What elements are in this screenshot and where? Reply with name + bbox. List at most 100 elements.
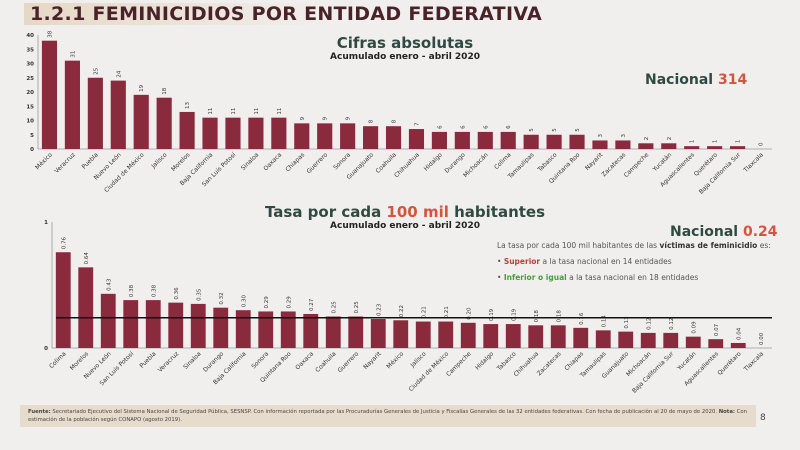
x-tick-label: México bbox=[385, 350, 405, 370]
data-label: 0.43 bbox=[106, 278, 112, 291]
x-tick-label: Puebla bbox=[81, 151, 100, 170]
x-tick-label: Colima bbox=[48, 350, 68, 370]
data-label: 5 bbox=[575, 128, 581, 132]
data-label: 31 bbox=[70, 51, 76, 58]
x-tick-label: Chiapas bbox=[284, 151, 306, 173]
data-label: 11 bbox=[254, 108, 260, 115]
bar bbox=[708, 339, 724, 348]
x-tick-label: Oaxaca bbox=[294, 350, 315, 371]
bar bbox=[363, 126, 379, 149]
bar bbox=[483, 324, 499, 348]
data-label: 0.32 bbox=[219, 292, 225, 304]
bar bbox=[638, 143, 654, 149]
x-tick-label: Veracruz bbox=[157, 350, 180, 373]
data-label: 9 bbox=[346, 116, 352, 120]
y-tick-label: 40 bbox=[26, 33, 34, 39]
bar bbox=[415, 321, 431, 348]
bar bbox=[202, 117, 218, 149]
data-label: 0.29 bbox=[286, 296, 292, 309]
data-label: 2 bbox=[667, 137, 673, 141]
y-tick-label: 15 bbox=[26, 104, 34, 110]
data-label: 0.14 bbox=[601, 315, 607, 328]
note-bullet1: a la tasa nacional en 14 entidades bbox=[540, 257, 672, 266]
x-tick-label: Jalisco bbox=[150, 151, 169, 170]
bar bbox=[546, 134, 562, 149]
bar bbox=[294, 123, 310, 149]
data-label: 0.04 bbox=[736, 327, 742, 340]
data-label: 0.64 bbox=[84, 252, 90, 265]
chart2-title-c: habitantes bbox=[448, 203, 546, 221]
data-label: 0.19 bbox=[489, 308, 495, 321]
bar bbox=[87, 77, 103, 149]
bar bbox=[168, 302, 184, 348]
data-label: 38 bbox=[47, 30, 53, 37]
bar bbox=[438, 321, 454, 348]
data-label: 9 bbox=[300, 116, 306, 120]
bar bbox=[730, 146, 746, 149]
x-tick-label: Sonora bbox=[332, 151, 352, 171]
bar bbox=[385, 126, 402, 149]
data-label: 11 bbox=[231, 108, 237, 115]
bar bbox=[78, 267, 94, 348]
data-label: 0.21 bbox=[444, 306, 450, 318]
x-tick-label: Morelos bbox=[69, 350, 90, 371]
bar bbox=[41, 40, 58, 150]
x-tick-label: Durango bbox=[444, 151, 467, 174]
bar bbox=[684, 146, 700, 149]
x-tick-label: Querétaro bbox=[716, 350, 743, 377]
data-label: 0.19 bbox=[511, 308, 517, 321]
bar bbox=[460, 322, 476, 348]
data-label: 0.27 bbox=[309, 298, 315, 311]
rate-note: La tasa por cada 100 mil habitantes de l… bbox=[497, 241, 771, 282]
y-tick-label: 0 bbox=[44, 346, 48, 352]
nota-label: Nota: bbox=[718, 409, 736, 415]
x-tick-label: Tabasco bbox=[495, 350, 518, 373]
data-label: 0.30 bbox=[241, 294, 247, 307]
x-tick-label: Baja California Sur bbox=[698, 151, 743, 196]
x-tick-label: Guerrero bbox=[336, 350, 360, 374]
data-label: 25 bbox=[93, 67, 99, 74]
data-label: 0.18 bbox=[556, 310, 562, 323]
chart1-subtitle: Acumulado enero - abril 2020 bbox=[330, 52, 480, 62]
national-value: 314 bbox=[717, 72, 748, 88]
note-inferior: Inferior o igual bbox=[503, 273, 567, 282]
bar bbox=[640, 332, 656, 348]
bar bbox=[528, 325, 544, 348]
x-tick-label: Sinaloa bbox=[182, 350, 203, 371]
page-title: 1.2.1 FEMINICIDIOS POR ENTIDAD FEDERATIV… bbox=[24, 3, 549, 25]
bar bbox=[235, 310, 251, 348]
data-label: 0.22 bbox=[399, 305, 405, 317]
bar bbox=[393, 320, 409, 348]
chart1-title: Cifras absolutas bbox=[336, 34, 474, 52]
bar bbox=[615, 140, 631, 149]
bar bbox=[213, 307, 229, 348]
bar bbox=[431, 131, 447, 149]
x-tick-label: Guerrero bbox=[305, 151, 329, 175]
x-tick-label: Coahuila bbox=[314, 350, 338, 374]
x-tick-label: México bbox=[34, 151, 54, 171]
data-label: 7 bbox=[414, 122, 420, 126]
data-label: 0.09 bbox=[691, 321, 697, 334]
bar bbox=[477, 131, 493, 149]
national-label: Nacional bbox=[645, 72, 714, 88]
data-label: 11 bbox=[277, 108, 283, 115]
data-label: 6 bbox=[506, 125, 512, 129]
bar bbox=[569, 134, 585, 149]
data-label: 0.35 bbox=[196, 288, 202, 301]
data-label: 0.76 bbox=[61, 236, 67, 249]
x-tick-label: Oaxaca bbox=[262, 151, 283, 172]
data-label: 0.38 bbox=[129, 284, 135, 297]
bar bbox=[325, 316, 341, 348]
data-label: 0.20 bbox=[466, 307, 472, 320]
data-label: 0.12 bbox=[646, 318, 652, 330]
x-tick-label: Coahuila bbox=[375, 151, 399, 175]
bar bbox=[661, 143, 677, 149]
data-label: 13 bbox=[185, 101, 191, 108]
x-tick-label: Tlaxcala bbox=[742, 151, 765, 174]
data-label: 9 bbox=[323, 116, 329, 120]
data-label: 1 bbox=[736, 140, 742, 144]
y-tick-label: 35 bbox=[26, 47, 34, 53]
data-label: 0.18 bbox=[534, 310, 540, 323]
x-tick-label: Tabasco bbox=[536, 151, 559, 174]
